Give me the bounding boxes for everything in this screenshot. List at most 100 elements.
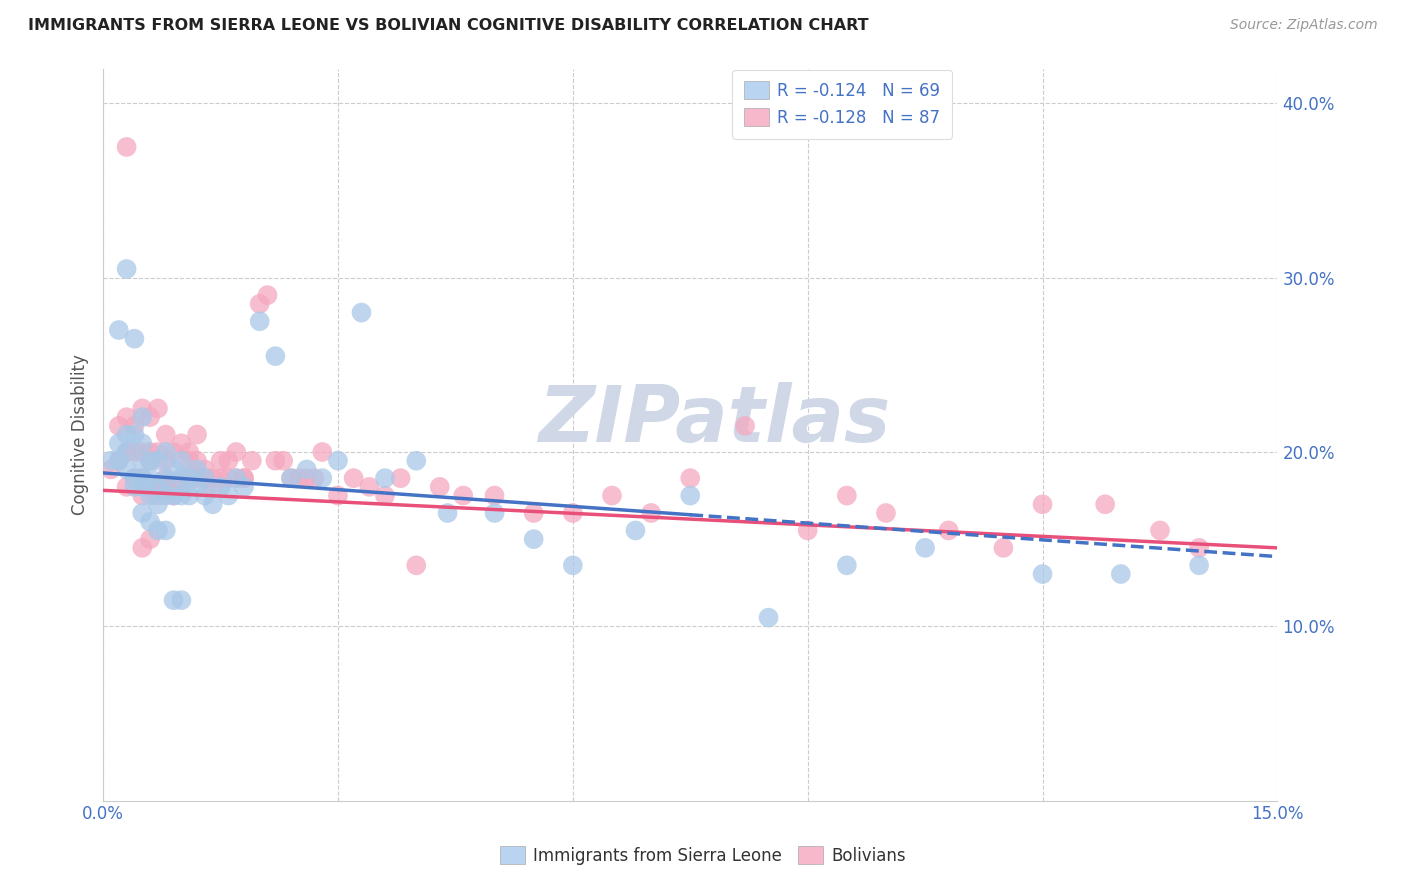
Point <box>429 480 451 494</box>
Point <box>131 506 153 520</box>
Point <box>146 489 169 503</box>
Point <box>131 453 153 467</box>
Point <box>131 471 153 485</box>
Point <box>179 453 201 467</box>
Point <box>107 453 129 467</box>
Point <box>115 262 138 277</box>
Point <box>264 349 287 363</box>
Point <box>170 436 193 450</box>
Point <box>194 471 217 485</box>
Point <box>139 515 162 529</box>
Point <box>304 471 326 485</box>
Point <box>217 489 239 503</box>
Point <box>131 480 153 494</box>
Point <box>155 524 177 538</box>
Point <box>131 436 153 450</box>
Point <box>734 418 756 433</box>
Point <box>624 524 647 538</box>
Point <box>326 489 349 503</box>
Point <box>249 297 271 311</box>
Point <box>914 541 936 555</box>
Point <box>131 489 153 503</box>
Point <box>146 480 169 494</box>
Point <box>155 480 177 494</box>
Point <box>561 506 583 520</box>
Point <box>170 593 193 607</box>
Point <box>139 445 162 459</box>
Point <box>295 471 318 485</box>
Point <box>124 418 146 433</box>
Point <box>131 410 153 425</box>
Point <box>295 462 318 476</box>
Point <box>155 445 177 459</box>
Point <box>162 462 184 476</box>
Point <box>179 471 201 485</box>
Point <box>139 453 162 467</box>
Point <box>280 471 302 485</box>
Legend: Immigrants from Sierra Leone, Bolivians: Immigrants from Sierra Leone, Bolivians <box>489 836 917 875</box>
Point <box>155 489 177 503</box>
Point <box>679 489 702 503</box>
Point <box>100 462 122 476</box>
Point <box>240 453 263 467</box>
Text: ZIPatlas: ZIPatlas <box>537 382 890 458</box>
Point <box>124 445 146 459</box>
Point <box>186 427 208 442</box>
Point <box>311 471 333 485</box>
Point <box>343 471 366 485</box>
Point <box>131 471 153 485</box>
Point <box>146 497 169 511</box>
Point <box>374 471 396 485</box>
Legend: R = -0.124   N = 69, R = -0.128   N = 87: R = -0.124 N = 69, R = -0.128 N = 87 <box>733 70 952 138</box>
Point <box>179 445 201 459</box>
Point <box>217 453 239 467</box>
Point <box>256 288 278 302</box>
Point <box>938 524 960 538</box>
Point <box>233 480 256 494</box>
Point <box>835 489 858 503</box>
Point <box>280 471 302 485</box>
Text: Source: ZipAtlas.com: Source: ZipAtlas.com <box>1230 18 1378 32</box>
Point <box>170 453 193 467</box>
Point <box>124 471 146 485</box>
Point <box>326 453 349 467</box>
Point <box>225 471 247 485</box>
Point <box>201 497 224 511</box>
Point <box>405 453 427 467</box>
Point <box>233 471 256 485</box>
Point <box>115 445 138 459</box>
Point <box>115 410 138 425</box>
Point <box>209 471 232 485</box>
Point <box>201 480 224 494</box>
Point <box>194 471 217 485</box>
Point <box>162 480 184 494</box>
Point <box>162 593 184 607</box>
Point <box>155 427 177 442</box>
Point <box>225 445 247 459</box>
Point <box>179 489 201 503</box>
Point <box>201 471 224 485</box>
Point <box>209 480 232 494</box>
Point <box>436 506 458 520</box>
Point <box>1094 497 1116 511</box>
Point <box>389 471 412 485</box>
Point <box>523 506 546 520</box>
Point <box>124 332 146 346</box>
Point <box>107 418 129 433</box>
Point <box>115 140 138 154</box>
Point <box>561 558 583 573</box>
Point <box>155 453 177 467</box>
Point <box>139 532 162 546</box>
Point <box>523 532 546 546</box>
Point <box>124 480 146 494</box>
Point <box>640 506 662 520</box>
Point <box>600 489 623 503</box>
Point <box>146 524 169 538</box>
Point <box>170 480 193 494</box>
Point <box>186 462 208 476</box>
Point <box>139 471 162 485</box>
Point <box>209 453 232 467</box>
Text: IMMIGRANTS FROM SIERRA LEONE VS BOLIVIAN COGNITIVE DISABILITY CORRELATION CHART: IMMIGRANTS FROM SIERRA LEONE VS BOLIVIAN… <box>28 18 869 33</box>
Point <box>1109 567 1132 582</box>
Point <box>194 462 217 476</box>
